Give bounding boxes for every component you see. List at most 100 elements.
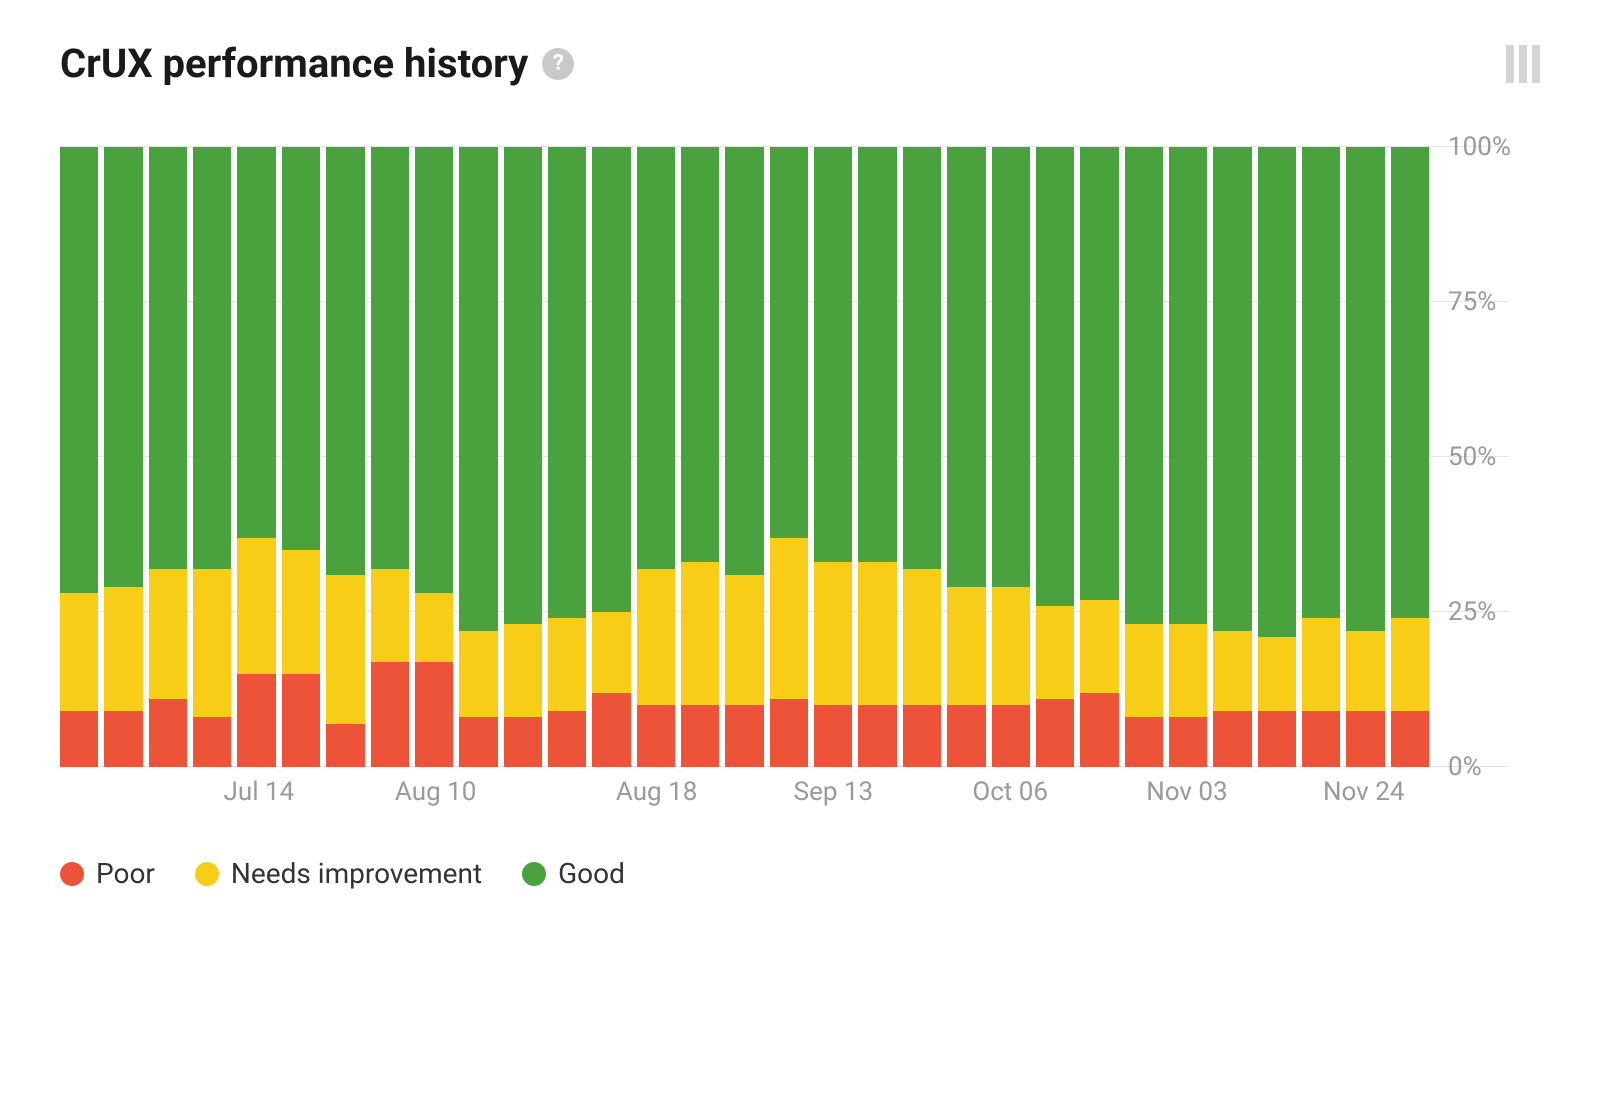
bar[interactable] [770,147,808,767]
column-menu-icon[interactable] [1506,45,1540,83]
bar-segment-needs [681,562,719,705]
bar[interactable] [415,147,453,767]
bar-segment-poor [415,662,453,767]
bar-segment-poor [326,724,364,767]
bar[interactable] [1080,147,1118,767]
bars-container [60,147,1429,767]
bar-segment-good [1036,147,1074,606]
x-tick-label: Sep 13 [794,777,874,807]
bar-segment-good [947,147,985,587]
bar[interactable] [992,147,1030,767]
bar-segment-good [1125,147,1163,624]
bar-segment-needs [415,593,453,661]
bar-segment-poor [992,705,1030,767]
x-tick-label: Jul 14 [224,777,295,807]
bar-segment-good [681,147,719,562]
x-tick-label: Aug 10 [395,777,476,807]
bar-segment-good [1169,147,1207,624]
bar-segment-poor [60,711,98,767]
legend: Poor Needs improvement Good [60,857,1540,890]
bar-segment-good [1080,147,1118,600]
chart-area: 0%25%50%75%100% [60,147,1540,767]
legend-label: Poor [96,857,155,890]
bar-segment-poor [903,705,941,767]
bar-segment-needs [1080,600,1118,693]
bar[interactable] [1169,147,1207,767]
bar-segment-needs [459,631,497,718]
bar[interactable] [104,147,142,767]
bar[interactable] [1036,147,1074,767]
bar[interactable] [548,147,586,767]
bar-segment-good [725,147,763,575]
bar-segment-good [371,147,409,569]
bar[interactable] [371,147,409,767]
bar[interactable] [1258,147,1296,767]
bar-segment-needs [770,538,808,699]
y-tick-label: 75% [1448,287,1496,317]
bar[interactable] [903,147,941,767]
bar[interactable] [60,147,98,767]
bar-segment-good [149,147,187,569]
bar-segment-poor [1036,699,1074,767]
bar-segment-poor [459,717,497,767]
legend-item-good[interactable]: Good [522,857,625,890]
bar-segment-poor [1080,693,1118,767]
bar-segment-good [60,147,98,593]
bar-segment-good [459,147,497,631]
bar-segment-poor [858,705,896,767]
bar-segment-needs [1125,624,1163,717]
bar[interactable] [725,147,763,767]
bar[interactable] [1125,147,1163,767]
legend-item-poor[interactable]: Poor [60,857,155,890]
bar-segment-poor [947,705,985,767]
help-icon[interactable]: ? [542,48,574,80]
bar-segment-needs [1169,624,1207,717]
bar[interactable] [504,147,542,767]
bar[interactable] [237,147,275,767]
bar-segment-needs [1391,618,1429,711]
bar-segment-good [770,147,808,538]
bar[interactable] [193,147,231,767]
bar[interactable] [592,147,630,767]
bar-segment-needs [104,587,142,711]
bar[interactable] [459,147,497,767]
bar[interactable] [1346,147,1384,767]
bar[interactable] [637,147,675,767]
legend-item-needs[interactable]: Needs improvement [195,857,482,890]
y-tick-label: 100% [1448,132,1511,162]
bar[interactable] [149,147,187,767]
title-wrap: CrUX performance history ? [60,40,574,87]
bar-segment-needs [326,575,364,724]
bar[interactable] [858,147,896,767]
bar-segment-needs [237,538,275,674]
legend-label: Needs improvement [231,857,482,890]
bar-segment-poor [1213,711,1251,767]
bar[interactable] [326,147,364,767]
bar[interactable] [1391,147,1429,767]
bar-segment-poor [1258,711,1296,767]
bar-segment-good [282,147,320,550]
bar-segment-good [992,147,1030,587]
bar-segment-poor [1346,711,1384,767]
bar-segment-needs [1302,618,1340,711]
bar-segment-needs [992,587,1030,705]
bar-segment-needs [193,569,231,718]
bar-segment-poor [371,662,409,767]
bar[interactable] [814,147,852,767]
bar[interactable] [1213,147,1251,767]
x-axis: Jul 14Aug 10Aug 18Sep 13Oct 06Nov 03Nov … [60,777,1430,827]
bar-segment-poor [1391,711,1429,767]
bar-segment-good [1213,147,1251,631]
plot-area [60,147,1430,767]
bar-segment-poor [592,693,630,767]
bar-segment-poor [814,705,852,767]
bar[interactable] [282,147,320,767]
bar[interactable] [681,147,719,767]
bar[interactable] [1302,147,1340,767]
bar[interactable] [947,147,985,767]
bar-segment-needs [814,562,852,705]
chart-header: CrUX performance history ? [60,40,1540,87]
bar-segment-good [104,147,142,587]
bar-segment-good [504,147,542,624]
y-axis: 0%25%50%75%100% [1430,147,1540,767]
